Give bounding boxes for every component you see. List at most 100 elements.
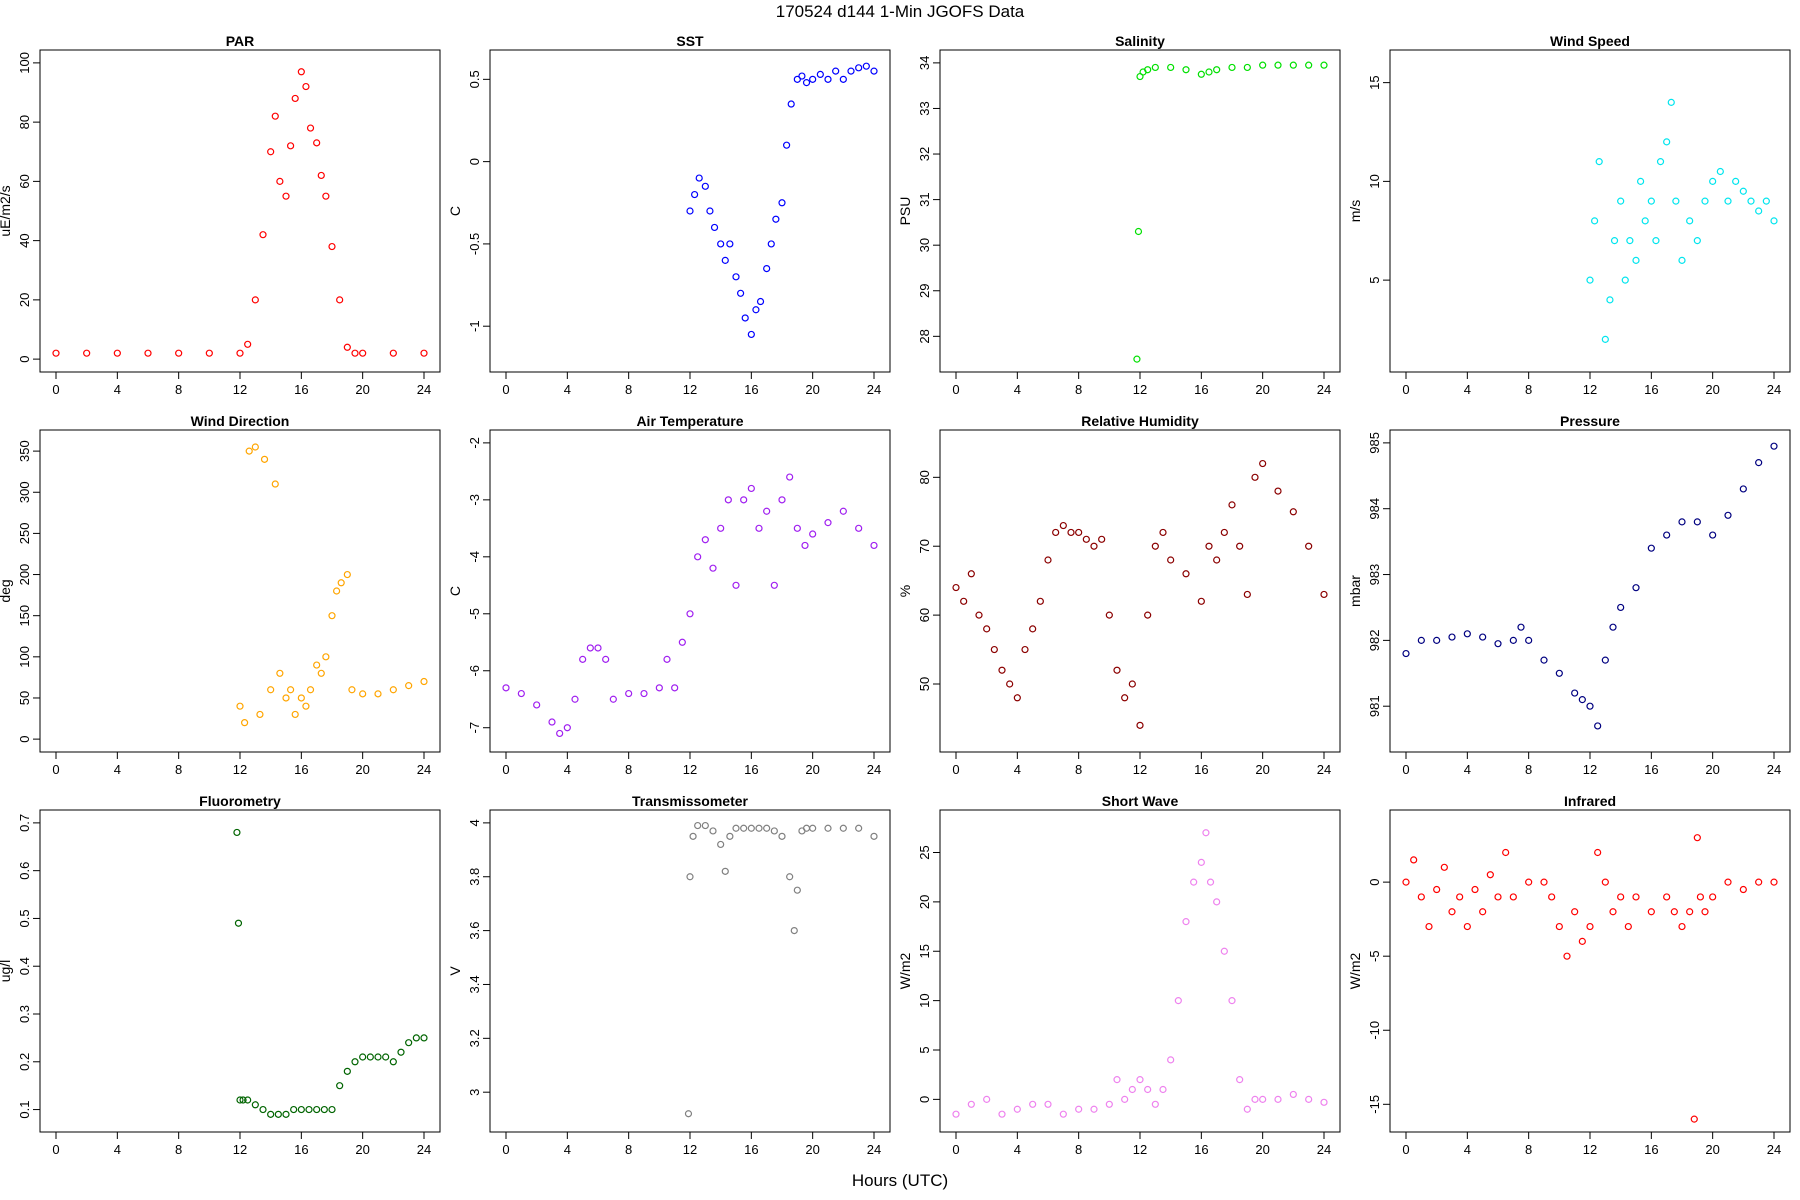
data-point <box>287 142 295 150</box>
data-point <box>1601 656 1609 664</box>
data-point <box>1456 893 1464 901</box>
data-point <box>1167 556 1175 564</box>
data-point <box>1601 878 1609 886</box>
data-point <box>710 223 719 232</box>
y-tick-label: 0.3 <box>17 1005 32 1023</box>
y-tick-label: -3 <box>467 494 482 506</box>
y-tick-label: 984 <box>1367 498 1382 520</box>
data-point <box>1494 640 1502 648</box>
data-point <box>1672 197 1680 205</box>
series-points <box>502 473 878 738</box>
x-tick-label: 12 <box>233 1142 247 1157</box>
data-point <box>1021 645 1029 654</box>
data-point <box>740 496 748 504</box>
data-point <box>809 530 817 538</box>
data-point <box>1701 197 1709 205</box>
data-point <box>763 507 771 515</box>
data-point <box>276 669 284 677</box>
data-point <box>267 1110 275 1118</box>
data-point <box>1425 922 1433 931</box>
data-point <box>336 1082 344 1090</box>
y-tick-label: 0.4 <box>17 957 32 975</box>
data-point <box>782 141 791 149</box>
data-point <box>328 242 336 251</box>
data-point <box>267 148 275 156</box>
data-point <box>297 1105 305 1114</box>
data-point <box>824 824 832 832</box>
data-point <box>736 289 745 297</box>
x-tick-label: 4 <box>114 1142 121 1157</box>
data-point <box>389 349 397 357</box>
data-point <box>205 349 213 357</box>
y-tick-label: 0 <box>917 1096 932 1103</box>
data-point <box>1006 680 1014 688</box>
plot-frame <box>489 429 891 753</box>
y-tick-label: 982 <box>1367 630 1382 652</box>
data-point <box>678 638 686 646</box>
data-point <box>359 690 367 698</box>
data-point <box>144 349 152 357</box>
data-point <box>256 710 264 719</box>
y-tick-label: 60 <box>17 174 32 188</box>
data-point <box>1159 1085 1167 1094</box>
data-point <box>1755 878 1763 886</box>
data-point <box>717 240 725 248</box>
data-point <box>1274 487 1282 495</box>
x-tick-label: 12 <box>1583 382 1597 397</box>
x-tick-label: 20 <box>805 382 819 397</box>
data-point <box>1305 61 1313 69</box>
data-point <box>763 265 771 273</box>
x-tick-label: 0 <box>52 1142 59 1157</box>
data-point <box>302 82 310 91</box>
data-point <box>420 677 428 686</box>
x-tick-label: 20 <box>805 762 819 777</box>
data-point <box>740 824 748 832</box>
data-point <box>336 296 344 304</box>
panel-title: Transmissometer <box>632 793 748 809</box>
panel-title: Wind Direction <box>191 413 290 429</box>
data-point <box>960 597 968 605</box>
y-axis-label: PSU <box>897 197 913 226</box>
x-tick-label: 0 <box>52 762 59 777</box>
y-tick-label: 20 <box>17 293 32 307</box>
data-point <box>1082 535 1090 543</box>
data-point <box>260 455 269 463</box>
x-tick-label: 4 <box>564 762 571 777</box>
data-point <box>1098 535 1106 543</box>
data-point <box>747 484 755 493</box>
data-point <box>1251 1095 1259 1103</box>
data-point <box>1206 878 1215 886</box>
data-point <box>1182 918 1190 926</box>
x-tick-label: 20 <box>1705 382 1719 397</box>
x-tick-label: 0 <box>502 1142 509 1157</box>
data-point <box>1641 217 1649 225</box>
data-point <box>320 1105 328 1114</box>
data-point <box>234 919 243 927</box>
x-tick-label: 8 <box>625 382 632 397</box>
x-tick-label: 4 <box>1014 1142 1021 1157</box>
data-point <box>1709 177 1717 185</box>
data-point <box>1144 66 1152 74</box>
data-point <box>1205 542 1213 550</box>
x-tick-label: 16 <box>1644 762 1658 777</box>
x-tick-label: 0 <box>1402 1142 1409 1157</box>
data-point <box>1632 893 1640 901</box>
data-point <box>855 524 863 532</box>
data-point <box>548 718 556 726</box>
panel-11: Short Wave 0 4 8 12 16 20 24 0 5 10 15 20 25 W/m2 <box>897 793 1341 1157</box>
data-point <box>236 349 244 357</box>
data-point <box>1578 696 1586 704</box>
data-point <box>793 524 801 532</box>
x-tick-label: 8 <box>1525 762 1532 777</box>
data-point <box>1243 590 1251 599</box>
data-point <box>1525 878 1533 886</box>
data-point <box>502 684 510 692</box>
data-point <box>397 1048 405 1056</box>
y-tick-label: 50 <box>17 691 32 705</box>
data-point <box>1678 256 1686 264</box>
y-tick-label: 3.4 <box>467 975 482 993</box>
y-tick-label: 4 <box>467 819 482 826</box>
data-point <box>1220 947 1228 955</box>
data-point <box>271 112 279 120</box>
